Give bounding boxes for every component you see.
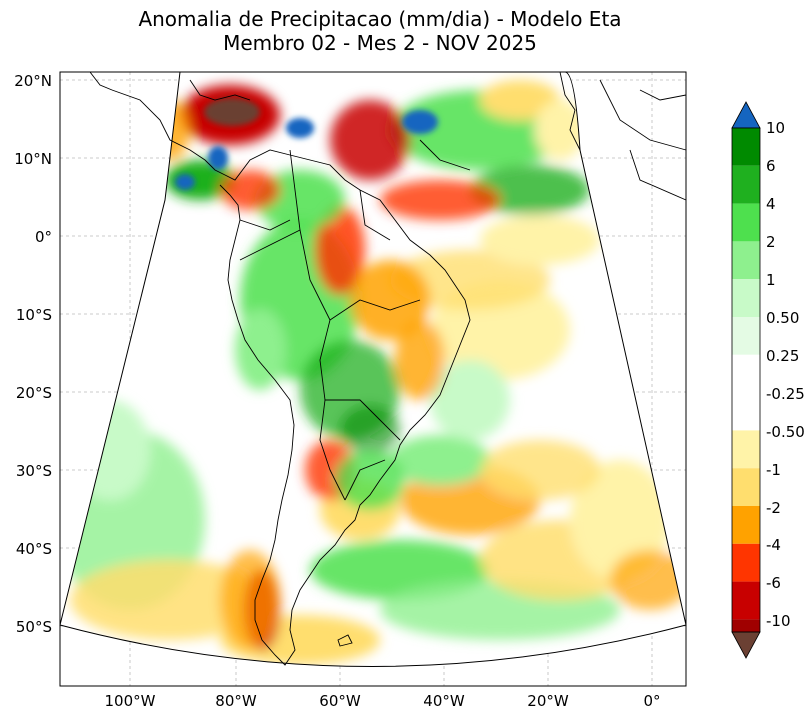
colorbar-tick-label: -0.50 bbox=[766, 423, 805, 441]
colorbar-tick-label: 4 bbox=[766, 195, 776, 213]
coastlines bbox=[89, 71, 687, 666]
map-title-line-2: Membro 02 - Mes 2 - NOV 2025 bbox=[223, 31, 537, 55]
colorbar-level bbox=[732, 468, 760, 506]
colorbar-tick-label: -0.25 bbox=[766, 385, 805, 403]
colorbar-tick-label: -6 bbox=[766, 574, 781, 592]
colorbar-tick-label: 1 bbox=[766, 271, 776, 289]
colorbar-tick-label: 2 bbox=[766, 233, 776, 251]
lon-label: 40°W bbox=[423, 692, 465, 710]
colorbar-tick-label: -2 bbox=[766, 499, 781, 517]
colorbar-level bbox=[732, 392, 760, 431]
lon-label: 60°W bbox=[319, 692, 361, 710]
colorbar-level bbox=[732, 165, 760, 204]
colorbar-level bbox=[732, 354, 760, 393]
lon-label: 0° bbox=[643, 692, 660, 710]
colorbar-tick-label: 0.50 bbox=[766, 309, 799, 327]
colorbar-level bbox=[732, 128, 760, 166]
colorbar-tick-label: -1 bbox=[766, 461, 781, 479]
colorbar-outline bbox=[731, 127, 761, 633]
colorbar-tick-labels: 10 6 4 2 1 0.50 0.25 -0.25 -0.50 -1 -2 -… bbox=[766, 119, 805, 630]
map-frame bbox=[59, 71, 687, 687]
precipitation-anomaly-field bbox=[60, 72, 686, 667]
colorbar-level bbox=[732, 279, 760, 317]
colorbar-level bbox=[732, 430, 760, 469]
lon-label: 80°W bbox=[215, 692, 257, 710]
colorbar-level bbox=[732, 317, 760, 355]
colorbar-tick-label: -10 bbox=[766, 612, 791, 630]
lat-label: 20°N bbox=[14, 72, 52, 90]
lat-label: 40°S bbox=[16, 540, 52, 558]
lat-label: 20°S bbox=[16, 384, 52, 402]
colorbar-level bbox=[732, 543, 760, 582]
colorbar-tick-label: 6 bbox=[766, 157, 776, 175]
colorbar-over-arrow bbox=[731, 101, 761, 129]
colorbar: 10 6 4 2 1 0.50 0.25 -0.25 -0.50 -1 -2 -… bbox=[731, 101, 805, 659]
colorbar-tick-label: 0.25 bbox=[766, 347, 799, 365]
map-title-line-1: Anomalia de Precipitacao (mm/dia) - Mode… bbox=[138, 7, 622, 31]
colorbar-level bbox=[732, 581, 760, 620]
lat-label: 0° bbox=[35, 228, 52, 246]
colorbar-tick-label: 10 bbox=[766, 119, 785, 137]
colorbar-level bbox=[732, 203, 760, 242]
latitude-labels: 20°N 10°N 0° 10°S 20°S 30°S 40°S 50°S bbox=[14, 72, 52, 636]
lat-label: 30°S bbox=[16, 462, 52, 480]
lat-label: 50°S bbox=[16, 618, 52, 636]
lon-label: 100°W bbox=[105, 692, 156, 710]
colorbar-level bbox=[732, 241, 760, 280]
colorbar-under-arrow bbox=[731, 631, 761, 659]
longitude-labels: 100°W 80°W 60°W 40°W 20°W 0° bbox=[105, 692, 661, 710]
colorbar-level bbox=[732, 619, 760, 632]
domain-boundary bbox=[59, 71, 687, 667]
lon-label: 20°W bbox=[527, 692, 569, 710]
lat-label: 10°N bbox=[14, 150, 52, 168]
colorbar-tick-label: -4 bbox=[766, 536, 781, 554]
lat-label: 10°S bbox=[16, 306, 52, 324]
colorbar-level bbox=[732, 506, 760, 544]
